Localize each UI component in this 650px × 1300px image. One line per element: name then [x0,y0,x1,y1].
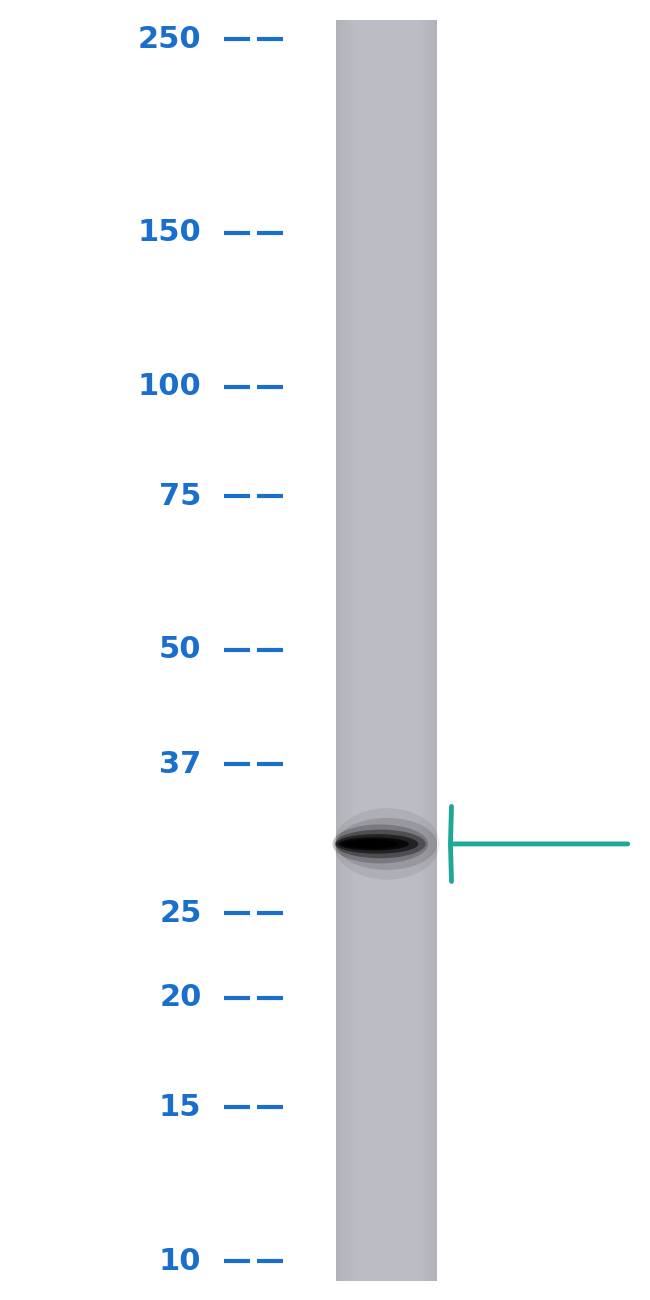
Text: 15: 15 [159,1092,202,1122]
Text: 75: 75 [159,481,202,511]
Ellipse shape [337,818,437,870]
Ellipse shape [343,840,398,849]
Ellipse shape [350,841,385,848]
Ellipse shape [332,824,428,863]
Text: 25: 25 [159,898,202,928]
Ellipse shape [334,809,439,880]
Text: 100: 100 [138,372,202,402]
Text: 150: 150 [138,218,202,247]
Text: 37: 37 [159,750,202,779]
Text: 50: 50 [159,636,202,664]
Bar [337,20,437,1280]
Ellipse shape [335,835,419,854]
Text: 10: 10 [159,1247,202,1275]
Ellipse shape [335,829,426,858]
Text: 250: 250 [138,25,202,53]
Text: 20: 20 [159,983,202,1013]
Ellipse shape [339,837,409,850]
